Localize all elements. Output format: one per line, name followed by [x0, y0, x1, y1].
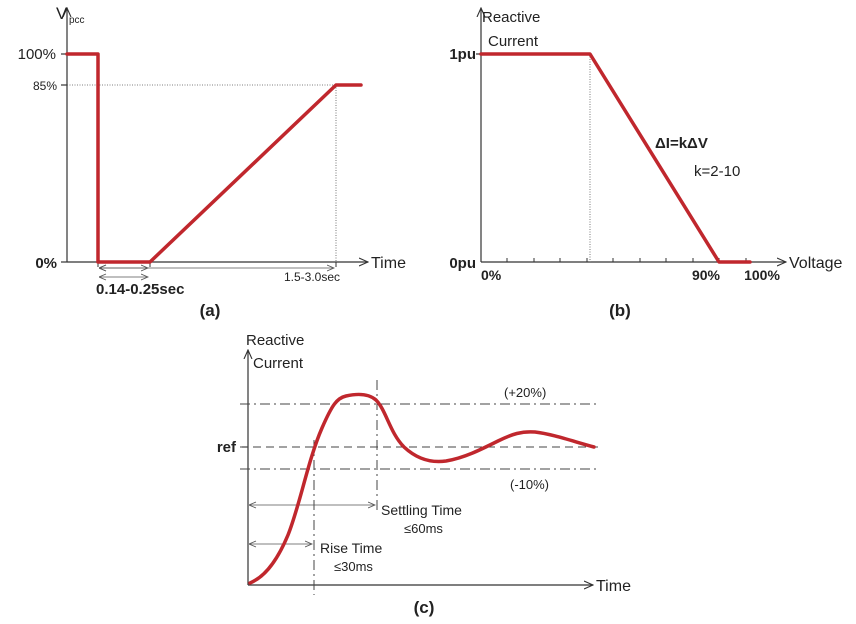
chart-c: Reactive Current ref (+20%) (-10%) Settl… — [217, 332, 631, 617]
chart-c-response-curve — [248, 392, 596, 585]
chart-a-recovery-annotation: 1.5-3.0sec — [284, 270, 340, 284]
chart-b-xlabel: Voltage — [789, 255, 842, 272]
chart-c-rise-label-1: Rise Time — [320, 540, 382, 556]
chart-b-current-curve — [479, 52, 752, 264]
chart-b-xtick-0: 0% — [481, 267, 502, 283]
chart-a-ylabel-main: V — [56, 4, 68, 23]
chart-a-caption: (a) — [200, 301, 221, 320]
chart-b-ytick-1pu: 1pu — [449, 46, 476, 63]
chart-a-ytick-100: 100% — [18, 46, 56, 63]
chart-c-ylabel-line1: Reactive — [246, 332, 304, 349]
chart-b-ytick-0pu: 0pu — [449, 255, 476, 272]
chart-c-rise-label-2: ≤30ms — [334, 559, 373, 574]
chart-b-gain-range: k=2-10 — [694, 163, 740, 180]
chart-c-caption: (c) — [414, 598, 435, 617]
chart-c-lower-band-label: (-10%) — [510, 477, 549, 492]
chart-b-caption: (b) — [609, 301, 631, 320]
chart-a-xlabel: Time — [371, 255, 406, 272]
chart-a-ylabel-sub: pcc — [69, 15, 85, 26]
chart-c-settling-label-2: ≤60ms — [404, 521, 443, 536]
chart-b: Reactive Current 1pu 0pu 0% 90% 100% Vol… — [449, 8, 842, 320]
chart-c-upper-band-label: (+20%) — [504, 385, 546, 400]
chart-b-x-ticks — [506, 258, 747, 262]
chart-c-settling-label-1: Settling Time — [381, 502, 462, 518]
chart-a-ytick-85: 85% — [33, 79, 57, 93]
chart-c-ylabel-line2: Current — [253, 355, 304, 372]
chart-b-ylabel-line2: Current — [488, 33, 539, 50]
chart-b-ylabel-line1: Reactive — [482, 9, 540, 26]
chart-a: V pcc 100% 85% 0% Time 0.14-0.25sec 1.5-… — [18, 4, 406, 320]
chart-b-equation: ΔI=kΔV — [655, 135, 708, 152]
chart-c-ref-label: ref — [217, 439, 237, 456]
chart-b-xtick-100: 100% — [744, 267, 780, 283]
chart-a-voltage-curve — [65, 52, 363, 264]
chart-a-ytick-0: 0% — [35, 255, 57, 272]
chart-c-xlabel: Time — [596, 578, 631, 595]
chart-b-xtick-90: 90% — [692, 267, 721, 283]
chart-a-dip-annotation: 0.14-0.25sec — [96, 281, 184, 298]
